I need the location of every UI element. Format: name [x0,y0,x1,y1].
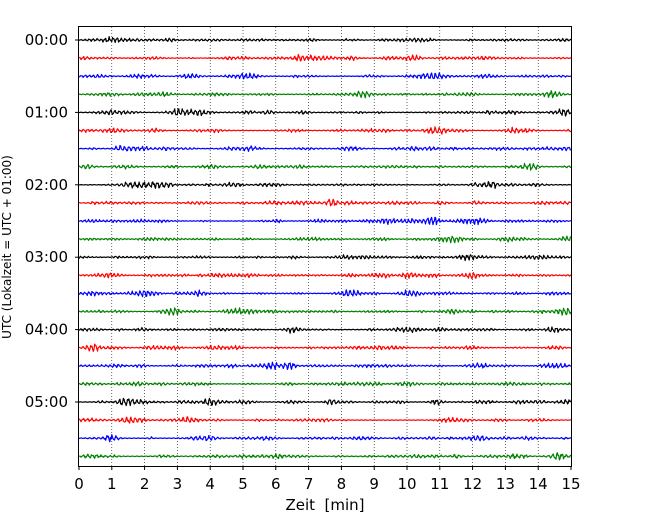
x-tick-label: 1 [107,475,117,493]
y-tick-label: 00:00 [25,31,68,49]
trace-line-3 [78,90,572,99]
trace-line-14 [78,289,572,298]
x-tick-label: 14 [529,475,548,493]
x-tick-label: 9 [369,475,379,493]
trace-line-19 [78,381,572,387]
x-tick-label: 13 [496,475,515,493]
y-tick-label: 05:00 [25,393,68,411]
trace-line-18 [78,361,572,370]
trace-line-6 [78,144,572,152]
trace-line-15 [78,307,572,316]
trace-line-5 [78,126,572,135]
x-tick-label: 8 [337,475,347,493]
trace-line-10 [78,216,572,226]
trace-line-20 [78,397,572,407]
minute-gridlines [111,27,539,466]
x-tick-label: 15 [561,475,580,493]
y-tick-label: 04:00 [25,321,68,339]
trace-line-13 [78,272,572,280]
x-tick-label: 7 [304,475,314,493]
trace-line-21 [78,416,572,424]
axis-ticks [75,39,572,470]
trace-line-7 [78,162,572,171]
y-axis-label: UTC (Lokalzeit = UTC + 01:00) [0,155,14,339]
x-axis-label: Zeit [min] [285,496,364,514]
x-tick-label: 3 [173,475,183,493]
seismogram-traces [78,36,572,461]
trace-line-9 [78,198,572,207]
trace-line-4 [78,108,572,117]
trace-line-11 [78,235,572,244]
trace-line-12 [78,254,572,262]
x-tick-label: 5 [238,475,248,493]
x-tick-label: 2 [140,475,150,493]
x-tick-label: 4 [205,475,215,493]
trace-line-1 [78,53,572,62]
trace-line-0 [78,36,572,44]
trace-line-17 [78,343,572,352]
x-tick-label: 10 [397,475,416,493]
x-tick-label: 11 [430,475,449,493]
plot-frame [78,26,572,467]
trace-line-8 [78,181,572,189]
y-tick-label: 01:00 [25,103,68,121]
trace-line-23 [78,452,572,461]
trace-line-2 [78,72,572,80]
x-tick-label: 6 [271,475,281,493]
x-tick-labels: 0 1 2 3 4 5 6 7 8 9 10 11 12 13 14 15 [74,475,580,493]
y-tick-label: 02:00 [25,176,68,194]
trace-line-16 [78,326,572,334]
x-tick-label: 0 [74,475,84,493]
y-tick-labels: 00:00 01:00 02:00 03:00 04:00 05:00 [25,31,68,411]
y-tick-label: 03:00 [25,248,68,266]
x-tick-label: 12 [463,475,482,493]
trace-line-22 [78,434,572,443]
